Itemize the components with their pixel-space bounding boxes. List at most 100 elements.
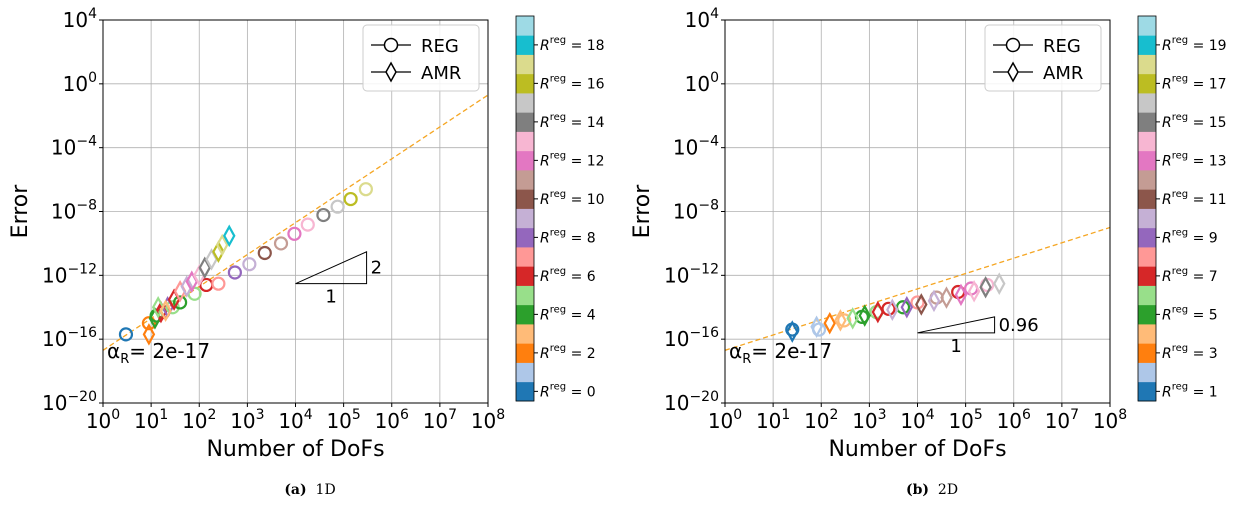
amr-point bbox=[212, 240, 225, 264]
reg-point bbox=[227, 265, 242, 280]
y-tick-label: 10−20 bbox=[664, 389, 719, 415]
amr-point bbox=[151, 295, 165, 319]
colorbar-swatch bbox=[516, 35, 534, 55]
alpha-annotation: αR= 2e-17 bbox=[107, 339, 210, 367]
x-tick-label: 101 bbox=[134, 407, 168, 433]
amr-point bbox=[858, 304, 871, 327]
legend-label: REG bbox=[1043, 36, 1081, 57]
colorbar-label: Rreg = 11 bbox=[1162, 189, 1227, 208]
colorbar-swatch bbox=[516, 208, 534, 229]
amr-point bbox=[954, 283, 968, 307]
reg-point bbox=[242, 257, 257, 272]
x-tick-label: 102 bbox=[182, 407, 216, 433]
colorbar-label: Rreg = 4 bbox=[540, 304, 596, 323]
slope-triangle bbox=[295, 250, 368, 285]
x-tick-label: 106 bbox=[375, 407, 409, 433]
reg-point bbox=[316, 207, 331, 223]
colorbar-swatch bbox=[516, 189, 534, 209]
colorbar-label: Rreg = 5 bbox=[1162, 304, 1218, 323]
slope-run-label: 1 bbox=[325, 287, 336, 308]
colorbar-swatch bbox=[1138, 189, 1156, 209]
amr-point bbox=[180, 275, 194, 298]
y-tick-label: 100 bbox=[63, 70, 97, 96]
colorbar-swatch bbox=[1138, 73, 1156, 94]
colorbar-swatch bbox=[516, 54, 534, 75]
y-tick-label: 10−16 bbox=[42, 325, 97, 351]
amr-point bbox=[142, 323, 156, 346]
y-tick-label: 10−12 bbox=[664, 261, 719, 287]
colorbar-swatch bbox=[516, 381, 534, 402]
reg-point bbox=[118, 327, 134, 342]
slope-run-label: 1 bbox=[950, 336, 961, 357]
x-tick-label: 106 bbox=[997, 407, 1031, 433]
amr-point bbox=[900, 295, 914, 319]
amr-point bbox=[159, 299, 172, 323]
amr-point bbox=[886, 298, 899, 321]
x-tick-label: 103 bbox=[852, 407, 886, 433]
y-axis-label: Error bbox=[630, 184, 655, 239]
amr-point bbox=[940, 286, 953, 309]
chart-panel-1: 1 2 100 101 102 103 104 105 106 107 108 104 100 10−4 1… bbox=[8, 6, 605, 462]
x-tick-label: 108 bbox=[471, 407, 505, 433]
caption-2d: (b) 2D bbox=[906, 482, 958, 498]
colorbar-swatch bbox=[516, 112, 534, 132]
amr-point bbox=[967, 280, 981, 303]
reg-point bbox=[273, 236, 289, 251]
colorbar-swatch bbox=[1138, 93, 1156, 113]
colorbar-swatch bbox=[1138, 266, 1156, 286]
colorbar-swatch bbox=[1138, 131, 1156, 152]
caption-text: 1D bbox=[315, 482, 336, 498]
colorbar-swatch bbox=[516, 150, 534, 171]
colorbar-label: Rreg = 13 bbox=[1162, 150, 1227, 169]
reg-point bbox=[300, 217, 315, 232]
x-tick-label: 104 bbox=[900, 407, 934, 433]
alpha-annotation: αR= 2e-17 bbox=[729, 339, 832, 367]
colorbar-label: Rreg = 8 bbox=[540, 227, 596, 246]
colorbar-swatch bbox=[516, 227, 534, 248]
reg-point bbox=[837, 313, 852, 328]
reg-point bbox=[172, 295, 188, 310]
amr-point bbox=[823, 311, 836, 335]
colorbar-frame bbox=[1137, 15, 1157, 402]
colorbar-label: Rreg = 15 bbox=[1162, 112, 1227, 131]
colorbar-label: Rreg = 9 bbox=[1162, 227, 1218, 246]
y-tick-label: 104 bbox=[63, 6, 97, 32]
colorbar-swatch bbox=[1138, 362, 1156, 383]
x-tick-label: 104 bbox=[278, 407, 312, 433]
colorbar-swatch bbox=[516, 93, 534, 113]
colorbar-swatch bbox=[516, 266, 534, 286]
amr-point bbox=[979, 275, 992, 299]
colorbar-label: Rreg = 0 bbox=[540, 381, 596, 400]
colorbar-swatch bbox=[1138, 35, 1156, 55]
y-tick-label: 10−8 bbox=[673, 198, 719, 224]
colorbar-swatch bbox=[1138, 16, 1156, 36]
caption-text: 2D bbox=[937, 482, 959, 498]
amr-point bbox=[846, 307, 859, 330]
reg-point bbox=[287, 226, 302, 241]
legend-label: AMR bbox=[1043, 63, 1083, 84]
colorbar-swatch bbox=[516, 131, 534, 152]
colorbar-swatch bbox=[1138, 285, 1156, 306]
y-tick-label: 10−4 bbox=[51, 134, 97, 160]
colorbar-swatch bbox=[1138, 150, 1156, 171]
x-tick-label: 107 bbox=[423, 407, 457, 433]
legend-label: REG bbox=[421, 36, 459, 57]
colorbar-swatch bbox=[1138, 170, 1156, 190]
colorbar-swatch bbox=[516, 73, 534, 94]
caption-tag: (b) bbox=[905, 482, 929, 498]
x-tick-label: 101 bbox=[756, 407, 790, 433]
colorbar-swatch bbox=[516, 16, 534, 36]
colorbar-swatch bbox=[1138, 227, 1156, 248]
colorbar-label: Rreg = 1 bbox=[1162, 381, 1218, 400]
legend-diamond-icon bbox=[385, 61, 397, 83]
colorbar-label: Rreg = 17 bbox=[1162, 73, 1227, 92]
y-tick-label: 10−12 bbox=[42, 261, 97, 287]
caption-1d: (a) 1D bbox=[284, 482, 335, 498]
x-axis-label: Number of DoFs bbox=[206, 437, 384, 462]
amr-point bbox=[198, 256, 211, 279]
colorbar-swatch bbox=[516, 170, 534, 190]
amr-point bbox=[927, 289, 941, 313]
reg-point bbox=[330, 199, 345, 214]
x-axis-label: Number of DoFs bbox=[828, 437, 1006, 462]
